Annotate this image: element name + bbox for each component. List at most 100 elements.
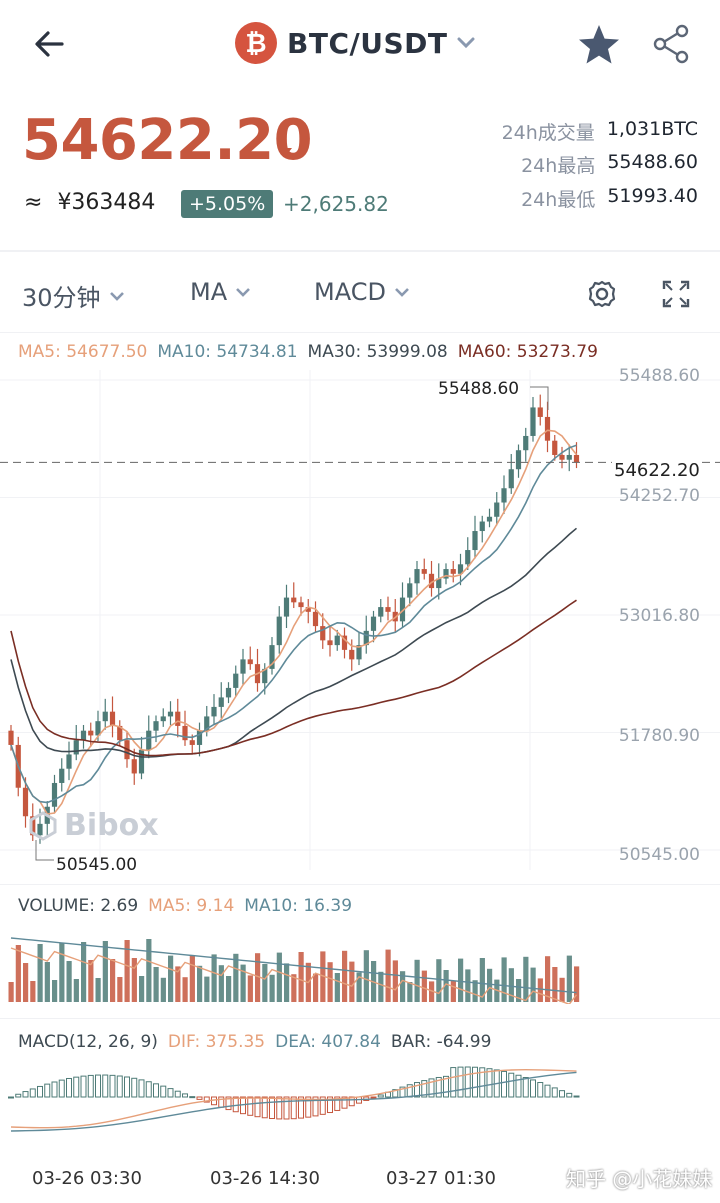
sub-indicator-selector[interactable]: MACD: [314, 278, 410, 306]
volume-bar: [429, 981, 435, 1002]
volume-bar: [545, 956, 551, 1002]
macd-bar: [348, 1096, 355, 1107]
macd-bar: [189, 1096, 196, 1099]
volume-bar: [8, 982, 14, 1002]
macd-dif-line: [10, 1069, 577, 1129]
candlestick-chart[interactable]: [0, 370, 720, 870]
candle-body: [117, 725, 123, 741]
macd-bar: [522, 1077, 529, 1098]
macd-bar: [566, 1092, 573, 1098]
volume-bar: [197, 965, 203, 1002]
volume-bar: [392, 960, 398, 1002]
candle-body: [457, 564, 464, 574]
candle-body: [501, 488, 507, 503]
volume-bar: [356, 972, 362, 1002]
macd-bar: [450, 1067, 457, 1098]
divider: [0, 250, 720, 252]
chevron-down-icon: [457, 37, 475, 49]
macd-bar: [247, 1096, 254, 1116]
macd-bar: [261, 1096, 268, 1119]
volume-bar: [537, 978, 543, 1002]
volume-bar: [298, 952, 304, 1002]
volume-bar: [349, 961, 355, 1002]
chart-toolbar: 30分钟 MA MACD: [0, 258, 720, 330]
macd-bar: [225, 1096, 232, 1111]
candle-body: [573, 454, 580, 463]
fullscreen-icon[interactable]: [658, 276, 694, 312]
ma30-value: MA30: 53999.08: [307, 342, 448, 362]
candle-body: [262, 668, 268, 684]
macd-bar: [95, 1074, 101, 1098]
candle-body: [30, 816, 36, 836]
macd-bar: [254, 1096, 261, 1118]
pair-selector[interactable]: ₿ BTC/USDT: [235, 20, 475, 66]
ma30-line: [10, 527, 578, 758]
volume-bar: [15, 945, 21, 1002]
candle-body: [407, 583, 413, 598]
candle-body: [465, 550, 471, 565]
macd-bar: [66, 1077, 72, 1098]
macd-bar: [109, 1074, 116, 1098]
volume-bar: [313, 973, 319, 1002]
macd-bar: [232, 1096, 239, 1113]
volume-bar: [73, 979, 79, 1002]
main-indicator-selector[interactable]: MA: [190, 278, 251, 306]
candle-body: [80, 730, 87, 741]
volume-bar: [523, 956, 529, 1002]
macd-bar: [269, 1096, 275, 1120]
volume-bar: [458, 958, 464, 1002]
macd-bar: [392, 1089, 399, 1098]
candle-body: [189, 740, 195, 745]
volume-bar: [30, 981, 36, 1002]
approx-sign: ≈: [24, 190, 43, 215]
favorite-star-icon[interactable]: [576, 22, 622, 68]
macd-bar: [290, 1096, 297, 1120]
macd-bar: [319, 1096, 326, 1115]
macd-bar: [421, 1080, 428, 1098]
macd-bar: [479, 1067, 486, 1098]
candle-body: [479, 521, 485, 532]
volume-bar: [37, 944, 43, 1002]
price-axis-label: 53016.80: [618, 606, 700, 626]
chevron-down-icon: [395, 288, 409, 297]
interval-selector[interactable]: 30分钟: [22, 278, 125, 313]
ma5-line: [10, 429, 578, 815]
candle-body: [146, 730, 152, 750]
candle-body: [240, 659, 246, 674]
back-arrow-icon[interactable]: [30, 24, 74, 64]
candle-body: [385, 607, 391, 612]
macd-bar: [515, 1074, 522, 1098]
macd-legend: MACD(12, 26, 9) DIF: 375.35 DEA: 407.84 …: [18, 1032, 491, 1052]
candle-body: [283, 597, 290, 617]
macd-bar: [167, 1088, 174, 1098]
volume-bar: [168, 955, 174, 1002]
volume-bar: [443, 970, 449, 1002]
macd-bar: [457, 1066, 464, 1098]
macd-bar: [196, 1096, 203, 1100]
stat-label: 24h成交量: [501, 122, 595, 144]
macd-bar: [44, 1083, 51, 1098]
volume-bar: [530, 967, 536, 1002]
volume-bar: [44, 962, 50, 1002]
volume-bar: [320, 951, 326, 1002]
volume-bar: [501, 957, 507, 1002]
macd-bar: [51, 1081, 58, 1098]
pair-title: BTC/USDT: [287, 26, 448, 60]
share-icon[interactable]: [650, 22, 694, 66]
price-axis-label: 50545.00: [618, 845, 700, 865]
candle-body: [320, 626, 326, 641]
macd-bar: [276, 1096, 283, 1120]
macd-dif: DIF: 375.35: [167, 1032, 266, 1052]
volume-bar: [247, 975, 253, 1002]
candle-body: [88, 730, 94, 736]
volume-bar: [363, 950, 369, 1002]
stat-volume: 24h成交量 1,031BTC: [502, 118, 698, 145]
volume-bar: [95, 978, 101, 1002]
candle-body: [341, 635, 348, 650]
volume-bar: [211, 954, 217, 1002]
macd-bar: [501, 1070, 507, 1098]
candle-body: [356, 645, 362, 660]
candle-body: [160, 716, 166, 722]
settings-gear-icon[interactable]: [584, 276, 620, 312]
candle-body: [131, 759, 137, 774]
